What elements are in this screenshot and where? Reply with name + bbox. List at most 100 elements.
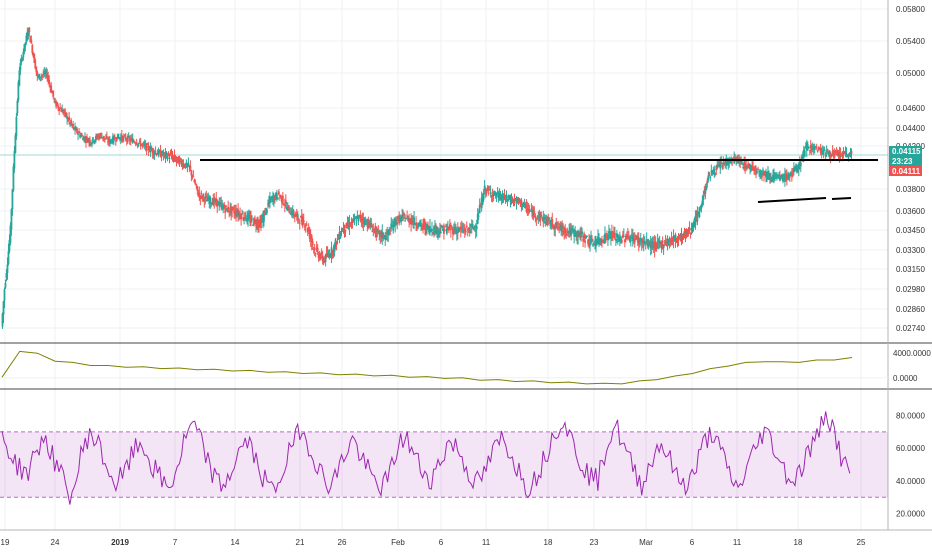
candle-body (360, 215, 363, 221)
candle-body (798, 161, 801, 165)
candle-body (311, 241, 314, 246)
candle-body (489, 191, 492, 195)
candle-body (759, 172, 761, 174)
candle-body (103, 135, 105, 140)
candle-body (129, 139, 132, 142)
candle-body (353, 218, 356, 222)
candle-body (572, 230, 575, 232)
candle-body (301, 217, 304, 226)
candle-body (41, 75, 44, 77)
candle-body (368, 222, 371, 224)
candle-body (423, 223, 425, 225)
candle-body (713, 169, 716, 175)
candle-body (760, 170, 762, 175)
candle-body (682, 234, 685, 237)
candle-body (695, 215, 698, 217)
candle-body (730, 160, 733, 163)
candle-body (139, 142, 142, 147)
candle-body (181, 164, 184, 167)
candle-body (164, 152, 167, 157)
candle-body (52, 90, 55, 97)
candle-body (774, 175, 776, 177)
candle-body (697, 213, 700, 215)
candle-body (200, 192, 203, 194)
price-tick-label: 0.05000 (896, 69, 925, 78)
candle-body (742, 167, 745, 169)
candle-body (495, 196, 498, 198)
candle-body (148, 151, 151, 153)
candle-body (500, 197, 503, 199)
candle-body (431, 228, 433, 232)
candle-body (198, 192, 201, 196)
candle-body (428, 228, 430, 233)
candle-body (306, 227, 309, 233)
candle-body (188, 165, 191, 167)
candle-body (806, 144, 809, 146)
candle-body (280, 196, 283, 203)
candle-body (126, 135, 129, 143)
candle-body (390, 223, 393, 229)
candle-body (76, 128, 78, 133)
candle-body (356, 216, 359, 219)
candle-body (269, 196, 271, 203)
candle-body (451, 228, 454, 234)
candle-body (350, 221, 353, 223)
candle-body (509, 200, 512, 202)
candle-body (513, 199, 516, 202)
candle-body (790, 172, 793, 177)
candle-body (352, 218, 355, 220)
candle-body (150, 149, 153, 151)
candle-body (134, 143, 137, 145)
candle-body (538, 212, 541, 215)
candle-body (657, 241, 660, 244)
candle-body (90, 143, 92, 145)
candle-body (208, 199, 211, 205)
candle-body (261, 220, 263, 222)
candle-body (2, 301, 5, 315)
candle-body (516, 198, 519, 200)
candle-body (757, 168, 759, 170)
candle-body (179, 158, 182, 161)
candle-body (492, 194, 495, 196)
candle-body (235, 209, 238, 216)
candle-body (841, 151, 844, 156)
candle-body (683, 231, 686, 236)
candle-body (664, 241, 667, 245)
candle-body (133, 141, 136, 143)
candle-body (107, 138, 110, 143)
candle-body (614, 238, 617, 241)
candle-body (582, 239, 584, 241)
candle-body (732, 157, 735, 159)
candle-body (578, 235, 581, 237)
candle-body (487, 189, 490, 191)
candle-body (711, 170, 714, 175)
candle-body (60, 109, 63, 112)
candle-body (470, 225, 473, 228)
candles-group (1, 26, 853, 329)
candle-body (769, 178, 771, 180)
candle-body (766, 172, 768, 178)
candle-body (105, 136, 108, 139)
candle-body (43, 71, 46, 75)
candle-body (128, 138, 131, 141)
candle-body (507, 195, 510, 198)
x-tick-label: Mar (639, 538, 653, 547)
candle-body (220, 202, 223, 205)
candle-body (744, 162, 747, 169)
candle-body (497, 194, 500, 199)
candle-body (221, 204, 224, 210)
candle-body (540, 215, 543, 217)
candle-body (141, 143, 144, 145)
candle-body (827, 152, 830, 155)
candle-body (560, 224, 563, 232)
candle-body (263, 212, 265, 222)
candle-body (183, 165, 186, 167)
candle-body (675, 237, 678, 239)
candle-body (719, 162, 722, 169)
candle-body (236, 213, 239, 216)
candle-body (211, 202, 214, 205)
candle-body (66, 116, 69, 119)
candle-body (671, 237, 674, 242)
candle-body (459, 228, 462, 230)
candle-body (434, 227, 436, 234)
